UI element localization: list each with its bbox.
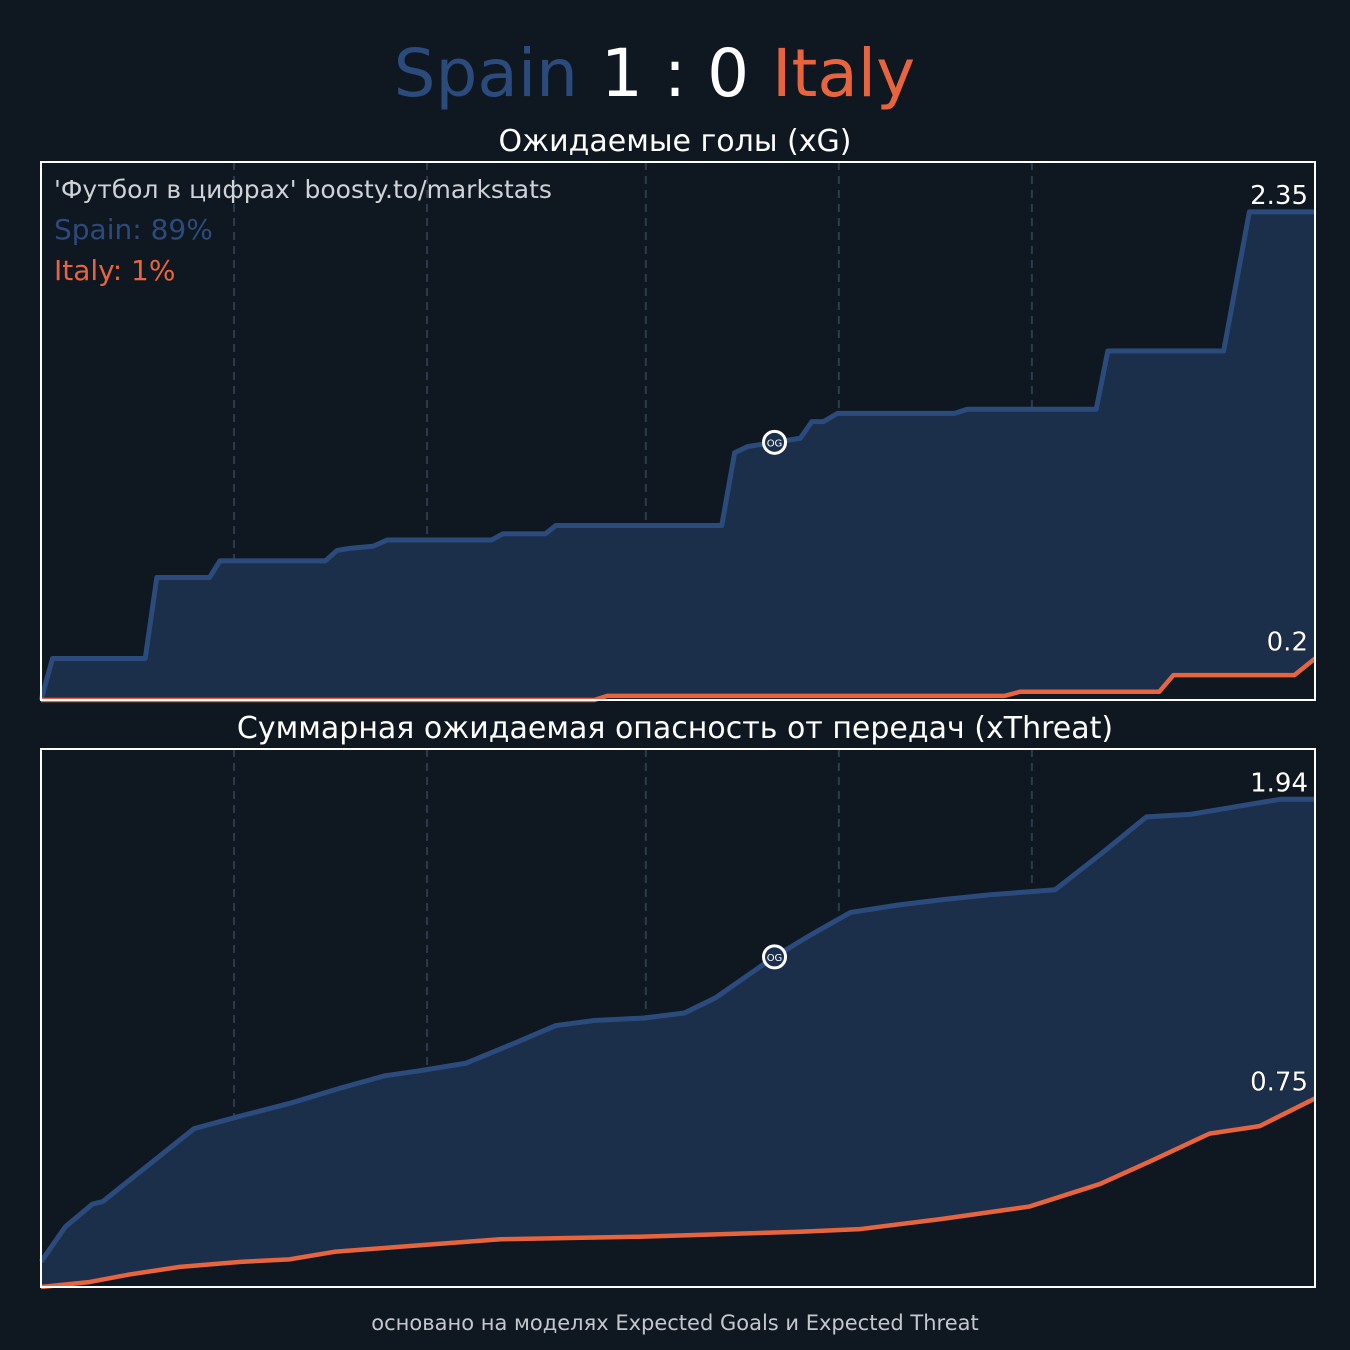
event-marker-label: OG (767, 953, 783, 964)
plot-frame (40, 748, 1316, 1288)
footer: основано на моделях Expected Goals и Exp… (371, 1311, 978, 1335)
chart-title: Суммарная ожидаемая опасность от передач… (237, 711, 1113, 746)
series-line (38, 796, 1315, 1264)
annotation: Spain: 89% (54, 213, 213, 246)
home-team: Spain (394, 35, 578, 112)
end-value-label: 0.2 (1267, 627, 1308, 657)
event-marker (762, 429, 788, 455)
end-value-label: 0.75 (1250, 1067, 1308, 1097)
area (41, 1098, 1315, 1287)
end-value-label: 1.94 (1250, 768, 1308, 798)
away-team: Italy (772, 35, 915, 112)
score: 1 : 0 (601, 35, 749, 112)
area (41, 658, 1315, 700)
event-marker (762, 944, 788, 970)
event-marker-label: OG (767, 438, 783, 449)
annotation: Italy: 1% (54, 254, 175, 287)
chart-title: Ожидаемые голы (xG) (499, 124, 852, 159)
end-value-label: 2.35 (1250, 181, 1308, 211)
area (41, 211, 1315, 701)
annotation: 'Футбол в цифрах' boosty.to/markstats (54, 175, 552, 204)
series-line (38, 209, 1315, 701)
plot-frame (40, 161, 1316, 701)
series-line (41, 656, 1317, 703)
area (41, 799, 1315, 1287)
series-line (40, 1096, 1317, 1290)
